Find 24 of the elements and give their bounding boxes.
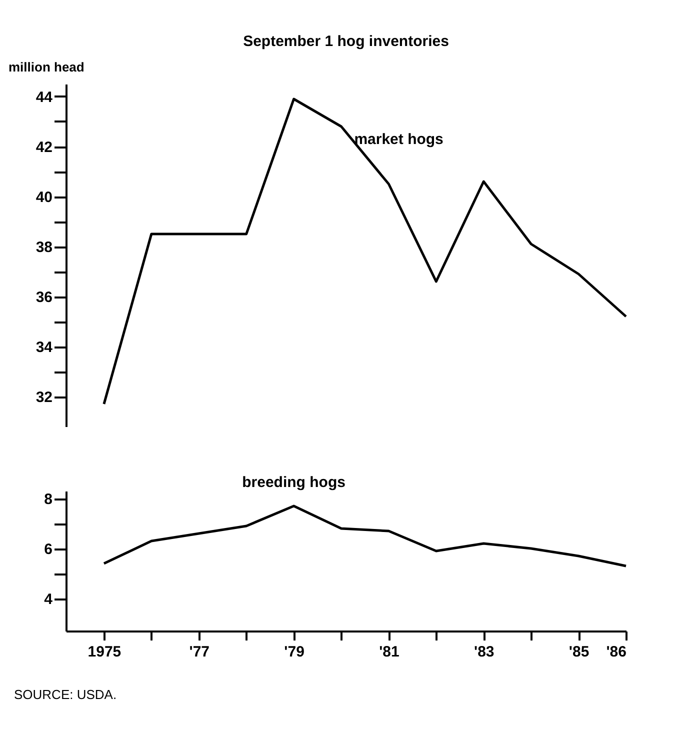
y-tick-label: 34	[36, 339, 54, 356]
chart-title: September 1 hog inventories	[243, 33, 449, 50]
x-tick-label: 1975	[88, 643, 122, 660]
y-tick-label: 4	[44, 590, 54, 608]
x-tick-label: '81	[379, 643, 400, 660]
x-tick-label: '86	[606, 643, 626, 660]
y-tick-label: 44	[36, 89, 54, 106]
y-tick-label: 42	[36, 139, 52, 156]
y-tick-label: 36	[36, 289, 52, 306]
x-tick-label: '83	[474, 643, 494, 660]
y-tick-label: 38	[36, 239, 52, 256]
x-tick-label: '85	[568, 643, 590, 660]
y-axis-title: million head	[8, 60, 84, 74]
x-tick-label: '79	[284, 643, 304, 660]
line-series	[102, 504, 628, 567]
y-tick-label: 6	[44, 540, 52, 558]
x-tick-label: '77	[189, 643, 210, 660]
y-tick-label: 32	[36, 389, 52, 406]
y-tick-label: 8	[44, 490, 52, 508]
series-label: market hogs	[354, 131, 444, 148]
series-label: breeding hogs	[242, 474, 346, 490]
line-series	[102, 98, 628, 406]
y-tick-label: 40	[36, 189, 52, 206]
source-note: SOURCE: USDA.	[14, 686, 117, 702]
